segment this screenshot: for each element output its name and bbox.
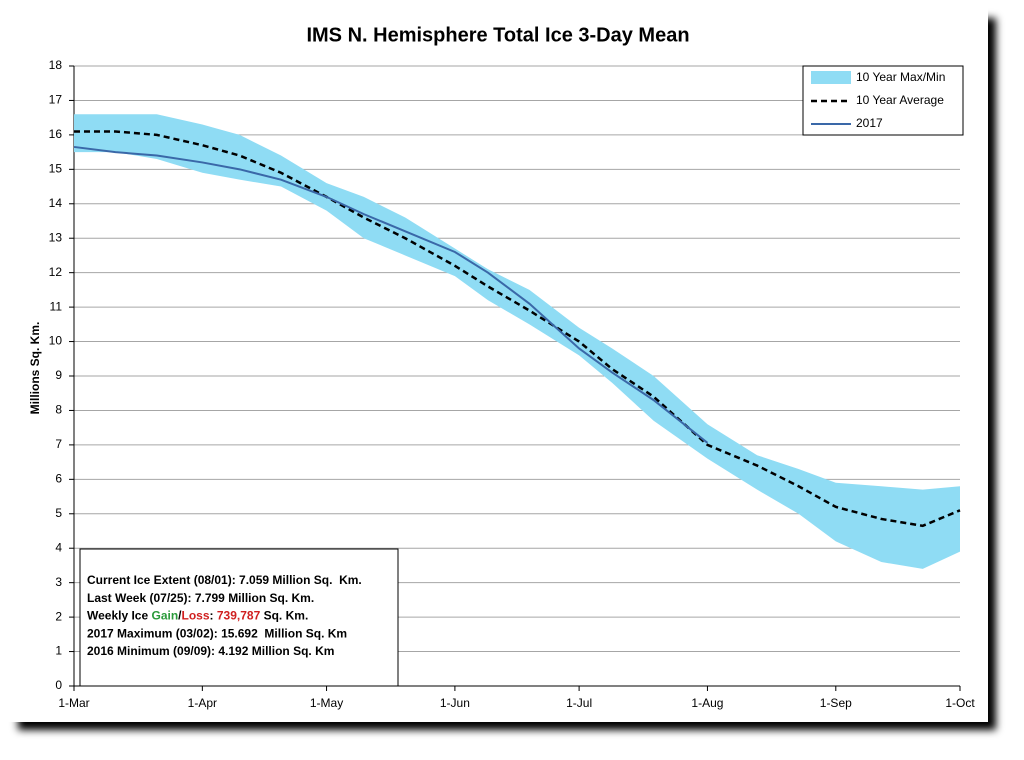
x-tick-label: 1-Jul — [566, 696, 592, 710]
info-line: 2017 Maximum (03/02): 15.692 Million Sq.… — [87, 627, 347, 641]
info-text: Gain — [152, 609, 179, 623]
y-tick-label: 14 — [49, 196, 63, 210]
y-tick-label: 5 — [55, 506, 62, 520]
legend-label: 10 Year Max/Min — [856, 70, 945, 84]
info-text: : — [210, 609, 217, 623]
y-tick-label: 13 — [49, 230, 63, 244]
info-text: / — [178, 609, 182, 623]
info-text: Sq. Km. — [260, 609, 308, 623]
info-text: 2017 Maximum (03/02): 15.692 Million Sq.… — [87, 627, 347, 641]
band-area — [74, 114, 960, 569]
y-tick-label: 11 — [50, 299, 63, 313]
y-tick-label: 3 — [55, 575, 62, 589]
x-tick-label: 1-Aug — [691, 696, 723, 710]
chart-title: IMS N. Hemisphere Total Ice 3-Day Mean — [306, 24, 689, 46]
x-tick-label: 1-Apr — [188, 696, 217, 710]
y-axis-label: Millions Sq. Km. — [28, 322, 42, 415]
x-tick-label: 1-Mar — [58, 696, 89, 710]
info-line: 2016 Minimum (09/09): 4.192 Million Sq. … — [87, 644, 334, 658]
y-tick-label: 1 — [55, 644, 62, 658]
info-text: 739,787 — [217, 609, 261, 623]
info-text: 2016 Minimum (09/09): 4.192 Million Sq. … — [87, 644, 334, 658]
y-tick-label: 9 — [55, 368, 62, 382]
y-tick-label: 17 — [49, 93, 63, 107]
y-tick-label: 0 — [55, 678, 62, 692]
info-box — [79, 548, 399, 687]
info-text: Loss — [182, 609, 210, 623]
info-text: Last Week (07/25): 7.799 Million Sq. Km. — [87, 591, 314, 605]
series-line — [74, 130, 961, 528]
info-line: Current Ice Extent (08/01): 7.059 Millio… — [87, 573, 362, 587]
y-tick-label: 6 — [55, 472, 62, 486]
y-tick-label: 15 — [49, 162, 63, 176]
y-tick-label: 2 — [55, 609, 62, 623]
y-tick-label: 8 — [55, 403, 62, 417]
x-tick-label: 1-Oct — [945, 696, 975, 710]
y-tick-label: 4 — [55, 540, 62, 554]
y-tick-label: 10 — [49, 334, 63, 348]
info-line: Weekly Ice Gain/Loss: 739,787 Sq. Km. — [87, 609, 308, 623]
x-tick-label: 1-Jun — [440, 696, 470, 710]
y-tick-label: 16 — [49, 127, 63, 141]
x-tick-label: 1-Sep — [820, 696, 852, 710]
series-line — [73, 145, 709, 444]
info-line: Last Week (07/25): 7.799 Million Sq. Km. — [87, 591, 314, 605]
legend-label: 10 Year Average — [856, 93, 944, 107]
y-tick-label: 7 — [55, 437, 62, 451]
legend-swatch — [811, 71, 851, 84]
legend-label: 2017 — [856, 116, 883, 130]
y-tick-label: 12 — [49, 265, 63, 279]
y-tick-label: 18 — [49, 58, 63, 72]
x-tick-label: 1-May — [310, 696, 343, 710]
info-text: Current Ice Extent (08/01): 7.059 Millio… — [87, 573, 362, 587]
info-text: Weekly Ice — [87, 609, 152, 623]
